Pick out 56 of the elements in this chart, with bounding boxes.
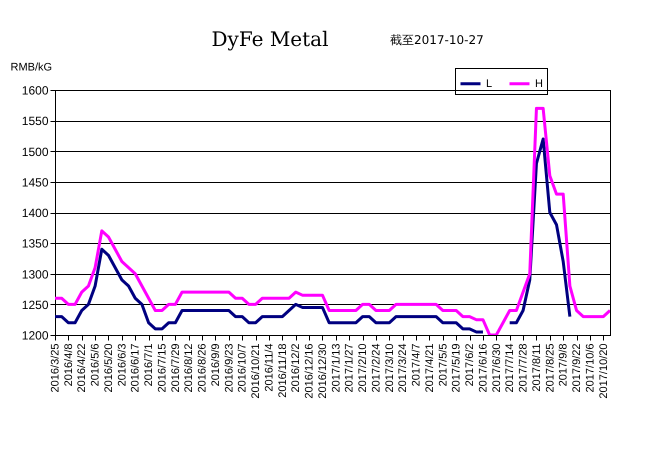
- x-tick-label: 2016/4/8: [62, 344, 75, 386]
- y-tick-label: 1350: [22, 236, 49, 251]
- chart-subtitle: 截至2017-10-27: [390, 33, 484, 47]
- x-tick-label: 2017/9/22: [571, 344, 584, 392]
- x-tick-label: 2017/6/16: [477, 344, 490, 392]
- x-tick-label: 2017/3/10: [384, 344, 396, 392]
- y-tick-label: 1200: [22, 328, 49, 342]
- x-tick-label: 2016/11/4: [263, 344, 276, 392]
- x-tick-label: 2017/1/13: [330, 344, 342, 392]
- x-tick-label: 2016/8/26: [196, 344, 209, 392]
- y-tick-label: 1500: [22, 144, 49, 159]
- x-tick-label: 2016/12/16: [304, 344, 316, 399]
- x-tick-label: 2017/3/24: [397, 344, 410, 392]
- x-tick-label: 2016/9/23: [223, 344, 236, 392]
- x-tick-label: 2016/11/18: [276, 344, 289, 398]
- x-tick-label: 2016/10/7: [236, 344, 249, 392]
- x-tick-label: 2016/5/20: [102, 344, 115, 392]
- y-tick-label: 1400: [22, 206, 49, 220]
- y-tick-label: 1300: [22, 267, 49, 282]
- x-tick-label: 2016/9/9: [210, 344, 222, 386]
- x-tick-label: 2016/10/21: [250, 344, 262, 399]
- legend-label: L: [486, 78, 492, 90]
- x-tick-label: 2016/6/3: [116, 344, 128, 386]
- x-tick-label: 2016/7/1: [143, 344, 156, 386]
- x-tick-label: 2017/10/6: [584, 344, 596, 392]
- x-tick-label: 2017/6/30: [490, 344, 503, 392]
- x-tick-label: 2016/5/6: [90, 344, 102, 386]
- y-axis-title: RMB/kG: [10, 62, 52, 74]
- y-tick-label: 1600: [22, 84, 49, 98]
- x-tick-label: 2016/8/12: [183, 344, 196, 392]
- x-tick-label: 2016/3/25: [50, 344, 62, 392]
- x-tick-label: 2016/4/22: [76, 344, 88, 392]
- legend-label: H: [535, 78, 543, 90]
- x-tick-label: 2017/4/21: [424, 344, 436, 392]
- y-tick-label: 1250: [22, 298, 49, 312]
- x-tick-label: 2017/7/14: [504, 344, 516, 392]
- x-tick-label: 2017/6/2: [464, 344, 476, 386]
- x-tick-label: 2017/4/7: [410, 344, 423, 386]
- y-tick-label: 1450: [22, 175, 49, 190]
- x-tick-label: 2017/5/5: [437, 344, 450, 386]
- x-tick-label: 2016/12/2: [290, 344, 302, 392]
- x-tick-label: 2016/12/30: [316, 344, 329, 399]
- x-tick-label: 2016/6/17: [130, 344, 142, 392]
- y-tick-label: 1550: [22, 114, 49, 128]
- x-tick-label: 2017/9/8: [558, 344, 570, 386]
- x-tick-label: 2017/2/24: [370, 344, 382, 392]
- x-tick-label: 2017/7/28: [518, 344, 530, 392]
- x-tick-label: 2017/2/10: [357, 344, 370, 392]
- x-tick-label: 2016/7/15: [156, 344, 168, 392]
- x-tick-label: 2017/1/27: [344, 344, 356, 392]
- x-tick-label: 2016/7/29: [170, 344, 182, 392]
- chart-title: DyFe Metal: [212, 27, 328, 51]
- x-tick-label: 2017/8/11: [530, 344, 543, 392]
- x-tick-label: 2017/5/19: [450, 344, 463, 392]
- x-tick-label: 2017/10/20: [598, 344, 610, 399]
- x-tick-label: 2017/8/25: [544, 344, 556, 392]
